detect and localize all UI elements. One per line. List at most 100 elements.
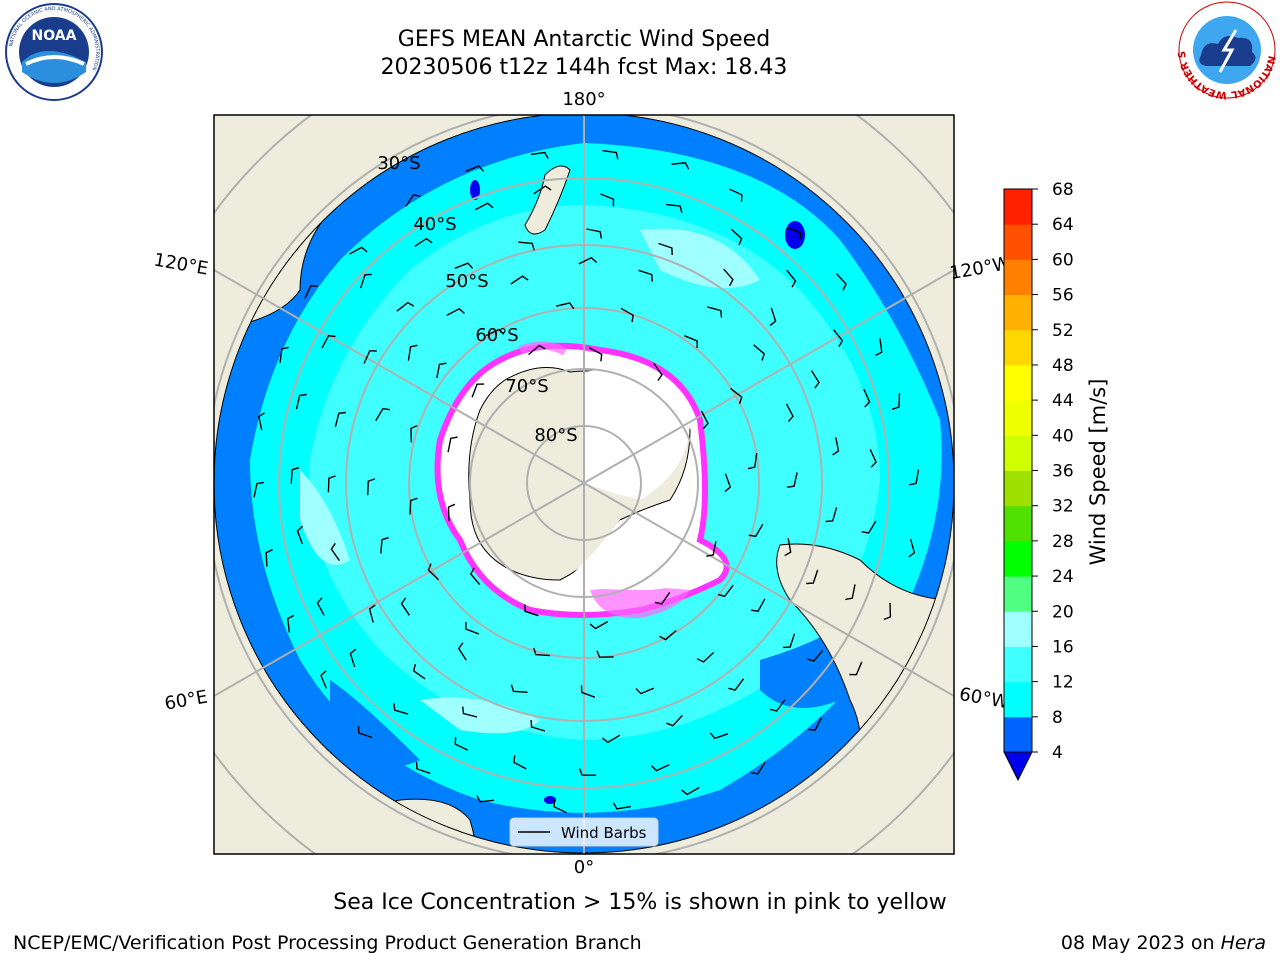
wind-barb <box>446 307 465 317</box>
colorbar-label: Wind Speed [m/s] <box>1086 379 1110 566</box>
wind-barb <box>454 262 474 269</box>
wind-barb <box>651 764 670 772</box>
wind-barb <box>465 165 485 172</box>
wind-barb <box>709 732 729 740</box>
colorbar-segment <box>1004 364 1032 401</box>
wind-barb <box>654 592 671 605</box>
wind-barb <box>375 407 391 421</box>
wind-barb <box>578 768 597 776</box>
colorbar-tick-label: 20 <box>1052 602 1074 622</box>
wind-barb <box>265 549 273 567</box>
colorbar-tick-label: 44 <box>1052 391 1074 411</box>
colorbar-segment <box>1004 611 1032 647</box>
colorbar-tick-label: 40 <box>1052 426 1074 446</box>
wind-barb <box>334 411 346 427</box>
wind-barb <box>728 188 743 202</box>
wind-barb <box>909 469 920 486</box>
wind-barb <box>454 737 469 751</box>
wind-barb <box>891 392 901 410</box>
colorbar-segment <box>1004 540 1032 577</box>
wind-barb <box>602 149 619 160</box>
wind-barb <box>405 194 421 207</box>
wind-barb <box>471 383 485 398</box>
wind-barb <box>533 647 550 657</box>
nws-logo: NATIONAL WEATHER SERVICE <box>1176 0 1277 100</box>
lon-label-60w: 60°W <box>958 684 1011 713</box>
lat-label-40s: 40°S <box>413 214 456 235</box>
colorbar-tick-label: 68 <box>1052 180 1074 200</box>
wind-barb <box>447 503 456 522</box>
wind-barb <box>728 678 745 691</box>
wind-barb <box>415 761 431 774</box>
lon-label-60e: 60°E <box>163 686 209 714</box>
footer-date: 08 May 2023 on Hera <box>1061 932 1266 954</box>
wind-barb <box>349 648 357 668</box>
colorbar-segment <box>1004 435 1032 471</box>
wind-barb <box>612 802 631 810</box>
wind-barb <box>806 649 824 662</box>
colorbar-tick-label: 64 <box>1052 215 1074 235</box>
colorbar-tick-label: 36 <box>1052 462 1074 482</box>
footer-branch: NCEP/EMC/Verification Post Processing Pr… <box>13 932 642 954</box>
wind-barb <box>367 478 376 496</box>
wind-barb <box>530 719 546 732</box>
wind-barb <box>513 755 527 770</box>
wind-barb <box>769 307 777 327</box>
wind-barb <box>659 629 677 641</box>
wind-barb <box>696 651 715 663</box>
wind-barb <box>638 269 653 282</box>
wind-barb <box>700 410 709 430</box>
colorbar-segment <box>1004 189 1032 225</box>
graticule <box>214 115 954 854</box>
footer-date-text: 08 May 2023 on <box>1060 932 1221 954</box>
wind-barb <box>465 622 480 635</box>
wind-barb <box>849 661 863 676</box>
wind-barb <box>553 799 567 814</box>
wind-barb <box>410 424 418 443</box>
wind-barb <box>407 344 418 361</box>
wind-barb <box>357 725 373 739</box>
noaa-logo: NOAA NATIONAL OCEANIC AND ATMOSPHERIC AD… <box>5 3 103 101</box>
colorbar-tick-label: 56 <box>1052 286 1074 306</box>
wind-barb <box>400 597 410 616</box>
wind-barb <box>620 307 634 323</box>
wind-barb <box>751 598 766 612</box>
colorbar-tick-label: 4 <box>1052 743 1063 763</box>
wind-barb <box>706 541 717 557</box>
wind-barb <box>524 604 539 617</box>
colorbar-segment <box>1004 681 1032 718</box>
wind-barb <box>321 334 336 349</box>
wind-barb <box>786 227 802 240</box>
wind-barb <box>393 703 409 715</box>
footer-host: Hera <box>1220 932 1266 954</box>
weddell-ice-area <box>560 520 702 590</box>
wind-barb <box>811 370 820 389</box>
colorbar-tick-label: 52 <box>1052 321 1074 341</box>
lon-label-0: 0° <box>574 857 594 878</box>
wind-barb <box>836 273 847 291</box>
wind-barb <box>427 563 440 581</box>
wind-barb <box>589 620 609 630</box>
colorbar-tick-label: 28 <box>1052 532 1074 552</box>
noaa-text: NOAA <box>32 28 77 44</box>
wind-barb <box>589 347 603 362</box>
wind-barb <box>748 523 764 538</box>
wind-barb <box>380 537 389 554</box>
colorbar-tick-label: 24 <box>1052 567 1074 587</box>
lat-label-60s: 60°S <box>475 325 518 346</box>
lon-label-120e: 120°E <box>152 249 210 279</box>
wind-barb <box>707 306 723 318</box>
wind-barb <box>530 151 549 159</box>
wind-barb <box>601 734 621 744</box>
wind-barb <box>653 363 663 382</box>
chart-subtitle: 20230506 t12z 144h fcst Max: 18.43 <box>380 55 788 80</box>
wind-barb <box>832 437 840 456</box>
new-zealand-land <box>524 165 571 235</box>
lat-label-70s: 70°S <box>505 376 548 397</box>
colorbar-segment <box>1004 329 1032 366</box>
colorbar-extend-arrow <box>1003 751 1033 782</box>
colorbar-segment <box>1004 224 1032 260</box>
colorbar-tick-label: 8 <box>1052 708 1063 728</box>
wind-barb <box>666 714 683 727</box>
wind-barb <box>412 664 426 680</box>
